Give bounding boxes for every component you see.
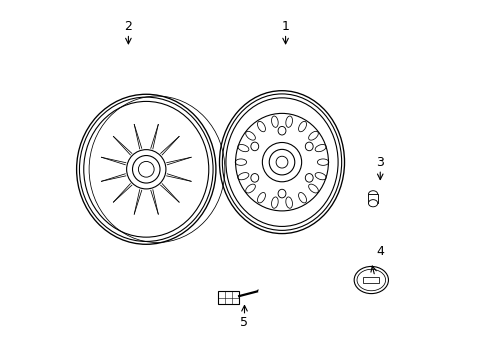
Bar [217,292,239,304]
Text: 4: 4 [376,245,384,258]
Text: 2: 2 [124,20,132,33]
Ellipse shape [367,200,377,207]
Bar [363,277,378,283]
Bar [367,194,377,203]
Text: 1: 1 [281,20,289,33]
Text: 5: 5 [240,316,248,329]
Text: 3: 3 [376,156,384,168]
